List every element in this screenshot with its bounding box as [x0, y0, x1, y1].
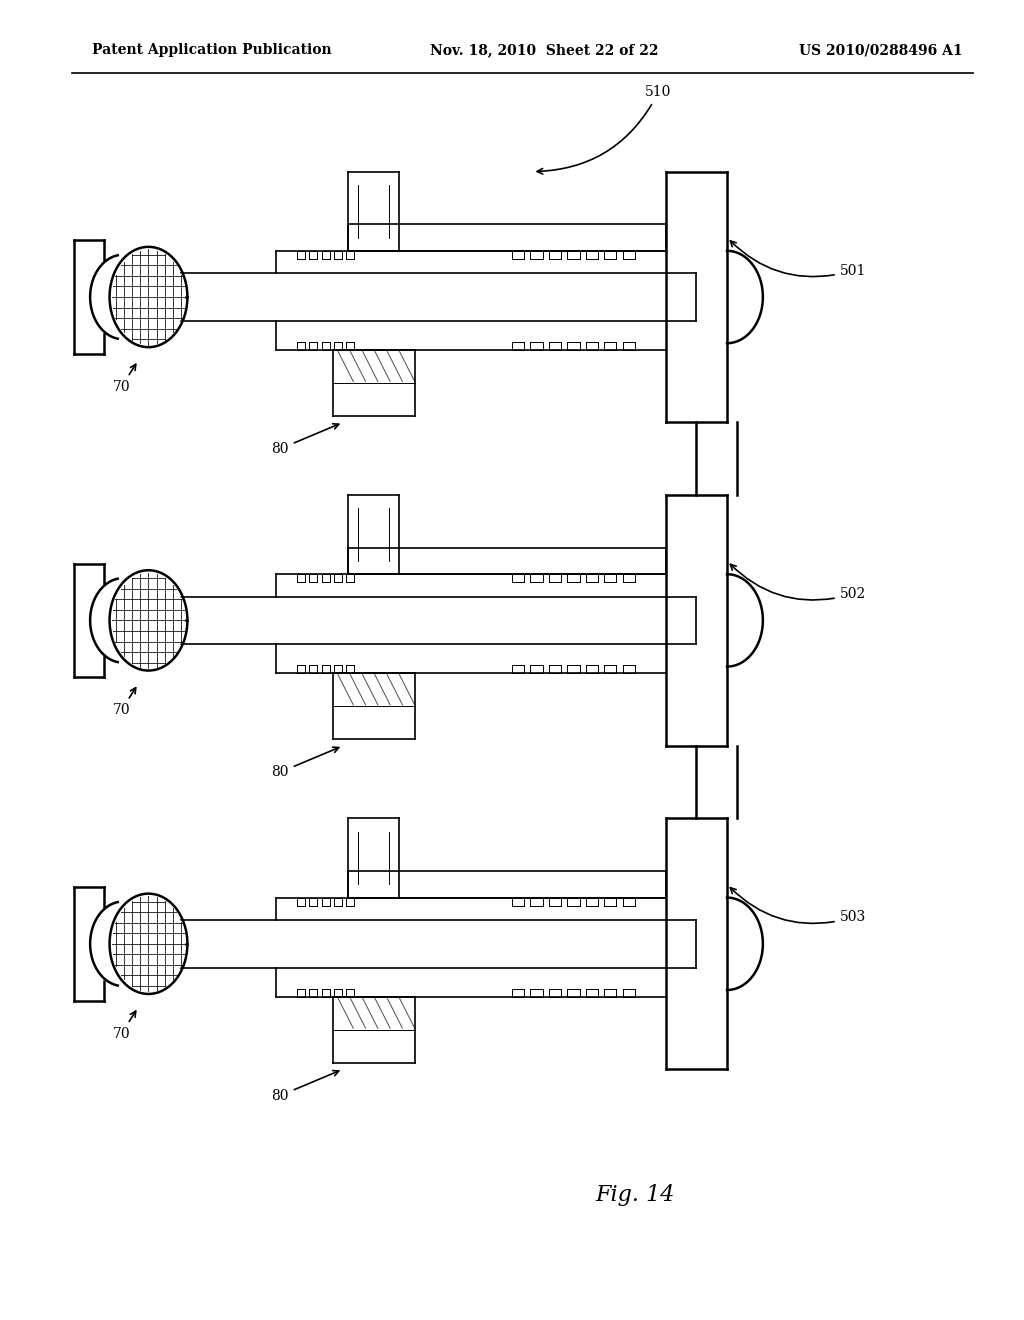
Text: Nov. 18, 2010  Sheet 22 of 22: Nov. 18, 2010 Sheet 22 of 22	[430, 44, 658, 57]
Circle shape	[112, 896, 185, 991]
Circle shape	[112, 249, 185, 345]
Text: 70: 70	[113, 1011, 136, 1040]
Text: 80: 80	[271, 1071, 339, 1102]
Circle shape	[112, 573, 185, 668]
Text: US 2010/0288496 A1: US 2010/0288496 A1	[799, 44, 963, 57]
Text: 80: 80	[271, 424, 339, 455]
Text: Fig. 14: Fig. 14	[595, 1184, 675, 1205]
Text: Patent Application Publication: Patent Application Publication	[92, 44, 332, 57]
Text: 503: 503	[730, 887, 866, 924]
Text: 502: 502	[730, 564, 866, 601]
Text: 510: 510	[538, 86, 672, 174]
Text: 80: 80	[271, 747, 339, 779]
Text: 70: 70	[113, 364, 136, 393]
Text: 70: 70	[113, 688, 136, 717]
Text: 501: 501	[730, 240, 866, 277]
